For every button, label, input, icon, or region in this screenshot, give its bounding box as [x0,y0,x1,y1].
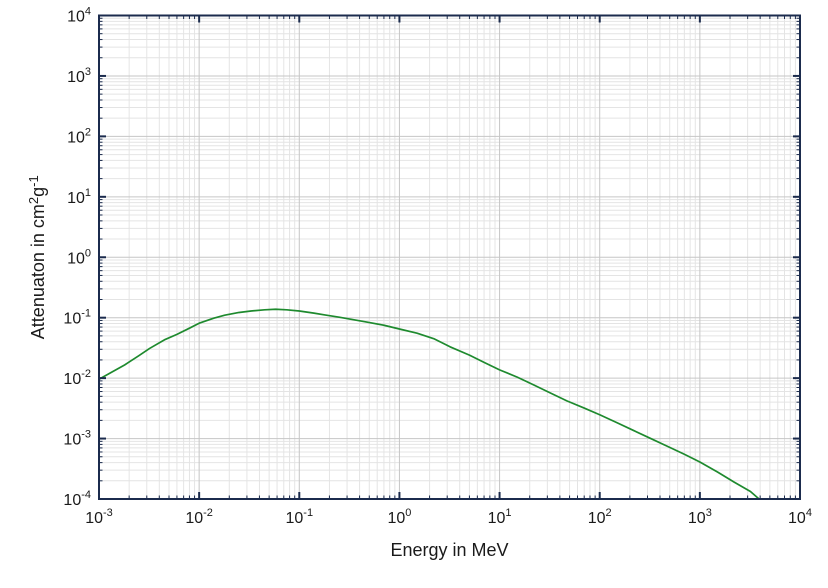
grid-major-lines [99,15,800,499]
y-tick-label: 102 [67,126,91,146]
x-tick-label: 104 [788,507,812,527]
y-tick-label: 10-3 [63,429,91,449]
y-tick-label: 104 [67,6,91,26]
x-tick-label: 100 [387,507,411,527]
x-tick-labels: 10-3 10-2 10-1 100 101 102 103 104 [85,507,812,527]
y-tick-label: 10-4 [63,489,91,509]
attenuation-curve [98,308,760,500]
x-tick-label: 10-3 [85,507,113,527]
y-tick-label: 100 [67,247,91,267]
x-axis-label: Energy in MeV [390,540,508,560]
mass-attenuation-curve [98,308,760,500]
x-tick-label: 103 [688,507,712,527]
y-tick-label: 10-2 [63,368,91,388]
x-tick-label: 101 [488,507,512,527]
y-axis-label: Attenuaton in cm2g-1 [26,175,48,339]
axis-tick-marks [98,14,801,500]
y-tick-label: 10-1 [63,308,91,328]
y-tick-labels: 10-4 10-3 10-2 10-1 100 101 102 103 104 [63,6,91,510]
y-tick-label: 103 [67,66,91,86]
x-tick-label: 10-2 [185,507,213,527]
y-tick-label: 101 [67,187,91,207]
x-tick-label: 102 [588,507,612,527]
x-tick-label: 10-1 [285,507,313,527]
